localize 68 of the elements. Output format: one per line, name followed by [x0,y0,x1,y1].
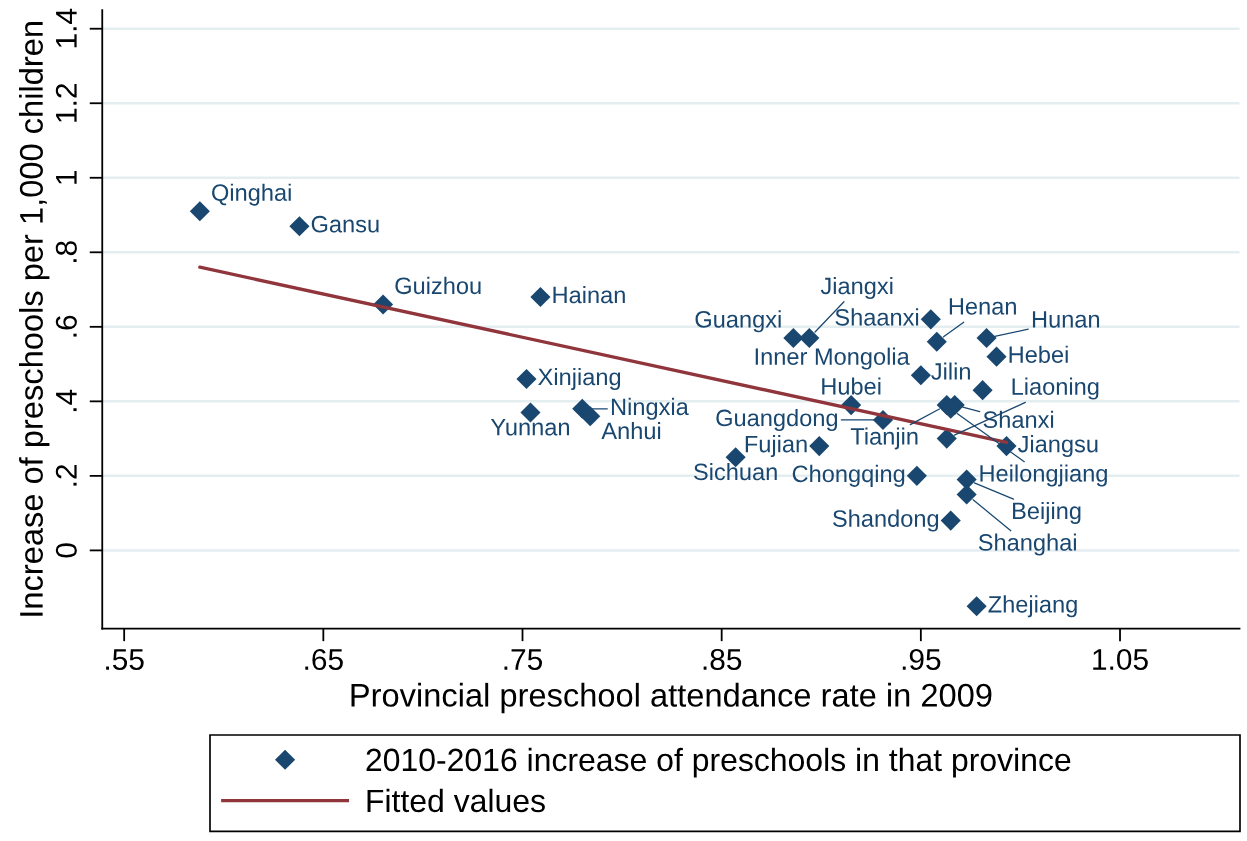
point [530,286,551,308]
data-label: Henan [949,298,1016,315]
y-tick-label: 1.4 [56,8,77,48]
x-tick-label: 1.05 [1093,648,1148,671]
data-label: Hunan [1032,311,1100,328]
point [936,428,957,449]
data-label: Gansu [311,215,379,233]
data-label: Anhui [601,421,661,440]
y-tick-label: 1 [56,170,77,184]
point [799,327,820,349]
point [580,406,601,427]
point [986,346,1007,367]
y-axis-title: Increase of preschools per 1,000 children [18,22,50,616]
point [940,510,961,531]
x-tick-label: .65 [305,648,343,671]
data-label: Shaanxi [835,308,919,326]
point [926,331,947,352]
point [956,484,977,505]
legend-label: 2010-2016 increase of preschools in that province [366,747,1071,778]
x-axis-title: Provincial preschool attendance rate in 2009 [351,682,992,714]
y-tick-label: 1.2 [55,83,77,122]
point [966,596,987,617]
data-label: Hebei [1009,345,1068,363]
point [783,327,804,349]
data-label: Liaoning [1012,377,1099,400]
point [516,368,537,390]
x-tick-label: .75 [504,649,543,671]
point [906,465,927,486]
data-label: Guangxi [695,310,781,333]
data-label: Fujian [745,435,807,458]
y-tick-label: .4 [56,389,77,412]
data-label: Guizhou [395,276,481,295]
point [189,201,210,222]
x-tick-label: .95 [902,648,941,671]
point [972,380,993,401]
data-label: Shanghai [978,533,1076,556]
y-tick-label: 0 [55,543,77,558]
x-tick-label: .55 [106,649,144,671]
y-tick-label: .8 [55,241,77,263]
legend-label: Fitted values [367,788,545,813]
data-label: Guangdong [716,408,838,431]
data-label: Ningxia [611,397,689,420]
data-label: Jiangsu [1017,435,1098,458]
point [956,469,977,490]
x-tick-label: .85 [703,648,742,671]
data-label: Hubei [822,377,881,395]
data-label: Yunnan [490,419,569,436]
data-label: Shanxi [983,410,1054,429]
data-label: Jiangxi [820,277,893,300]
point [809,436,830,457]
data-label: Hainan [553,286,625,304]
data-label: Qinghai [212,183,291,206]
data-label: Sichuan [694,462,777,481]
y-tick-label: .6 [55,315,77,337]
y-tick-label: .2 [55,464,77,486]
data-label: Beijing [1013,501,1081,524]
data-label: Xinjiang [538,367,621,390]
data-label: Inner Mongolia [755,347,910,370]
data-label: Shandong [833,509,939,532]
data-label: Zhejiang [988,595,1077,618]
data-label: Tianjin [850,427,918,450]
point [289,216,310,237]
data-label: Chongqing [792,464,905,487]
data-label: Jilin [931,362,970,380]
point [920,309,941,330]
data-label: Heilongjiang [980,464,1107,487]
point [976,327,997,349]
point [910,365,931,386]
